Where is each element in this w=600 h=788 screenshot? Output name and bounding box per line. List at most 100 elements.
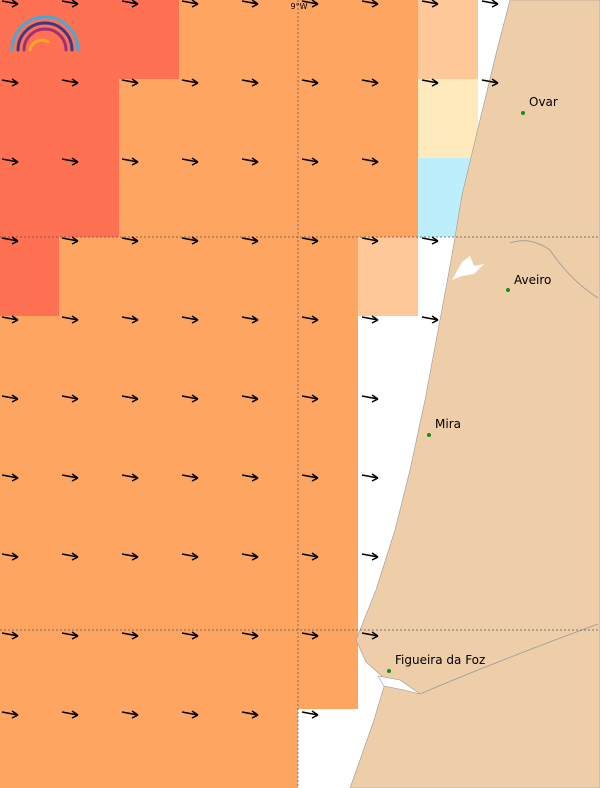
wind-arrow — [1, 236, 19, 245]
wind-arrow — [361, 631, 379, 640]
wind-arrow — [241, 0, 259, 8]
cell — [358, 237, 418, 316]
wind-arrow — [241, 552, 259, 561]
wind-arrow — [61, 0, 79, 8]
places: Ovar Aveiro Mira Figueira da Foz — [387, 95, 558, 673]
wind-arrow — [421, 78, 439, 87]
cell — [0, 316, 358, 709]
place-label: Ovar — [529, 95, 558, 109]
wind-arrow — [61, 473, 79, 482]
wind-arrow — [121, 552, 139, 561]
river — [419, 623, 599, 695]
wind-arrow — [241, 157, 259, 166]
wind-arrow — [61, 157, 79, 166]
wind-arrow — [1, 394, 19, 403]
wind-arrows — [1, 0, 499, 719]
wind-arrow — [301, 236, 319, 245]
wind-arrow — [121, 710, 139, 719]
wind-arrow — [361, 0, 379, 8]
wind-arrow — [181, 78, 199, 87]
cell — [59, 237, 358, 316]
wind-arrow — [361, 394, 379, 403]
wind-arrow — [421, 0, 439, 8]
wind-arrow — [241, 473, 259, 482]
estuary — [377, 675, 421, 695]
lagoon — [452, 256, 484, 280]
wind-arrow — [301, 552, 319, 561]
wind-arrow — [61, 236, 79, 245]
wind-arrow — [241, 394, 259, 403]
graticule-label: 9°W — [291, 2, 308, 11]
wind-arrow — [61, 315, 79, 324]
wind-arrow — [301, 473, 319, 482]
wind-arrow — [121, 315, 139, 324]
wind-arrow — [61, 394, 79, 403]
wind-arrow — [301, 631, 319, 640]
wind-arrow — [121, 394, 139, 403]
wind-arrow — [361, 78, 379, 87]
cell — [0, 0, 179, 79]
wind-arrow — [1, 0, 19, 8]
wind-arrow — [361, 552, 379, 561]
wind-arrow — [361, 236, 379, 245]
wind-arrow — [181, 236, 199, 245]
wind-arrow — [1, 157, 19, 166]
wind-arrow — [181, 552, 199, 561]
wind-arrow — [361, 157, 379, 166]
place-dot — [427, 433, 431, 437]
wind-arrow — [121, 236, 139, 245]
cell — [179, 0, 418, 79]
cell — [0, 79, 119, 237]
wind-arrow — [181, 315, 199, 324]
wind-arrow — [301, 0, 319, 8]
wind-arrow — [241, 315, 259, 324]
wind-arrow — [61, 631, 79, 640]
wind-arrow — [121, 631, 139, 640]
place-label: Aveiro — [514, 273, 551, 287]
wind-arrow — [361, 473, 379, 482]
cell — [0, 709, 298, 788]
wind-arrow — [121, 0, 139, 8]
wind-arrow — [301, 315, 319, 324]
wind-arrow — [61, 78, 79, 87]
wind-arrow — [1, 631, 19, 640]
wind-arrow — [1, 473, 19, 482]
wind-arrow — [61, 710, 79, 719]
wind-arrow — [181, 0, 199, 8]
place-dot — [521, 111, 525, 115]
place-label: Figueira da Foz — [395, 653, 485, 667]
wind-arrow — [301, 78, 319, 87]
wind-arrow — [181, 394, 199, 403]
wind-arrow — [1, 78, 19, 87]
wind-arrow — [61, 552, 79, 561]
wind-arrow — [241, 631, 259, 640]
wind-arrow — [121, 78, 139, 87]
wind-arrow — [301, 710, 319, 719]
land — [349, 0, 600, 788]
wind-arrow — [181, 157, 199, 166]
wind-arrow — [421, 315, 439, 324]
wind-arrow — [121, 473, 139, 482]
cell — [119, 79, 418, 237]
wind-arrow — [1, 552, 19, 561]
wind-arrow — [181, 710, 199, 719]
wind-arrow — [481, 78, 499, 87]
wind-arrow — [241, 710, 259, 719]
wind-arrow — [241, 236, 259, 245]
cells — [0, 0, 478, 788]
wind-arrow — [481, 0, 499, 8]
wind-arrow — [1, 710, 19, 719]
wind-arrow — [1, 315, 19, 324]
cell — [418, 0, 478, 79]
cell — [418, 79, 478, 158]
cell — [0, 237, 59, 316]
wind-arrow — [181, 473, 199, 482]
wind-arrow — [121, 157, 139, 166]
wind-arrow — [301, 157, 319, 166]
wind-arrow — [361, 315, 379, 324]
place-dot — [506, 288, 510, 292]
wind-arrow — [301, 394, 319, 403]
wind-arrow — [421, 236, 439, 245]
